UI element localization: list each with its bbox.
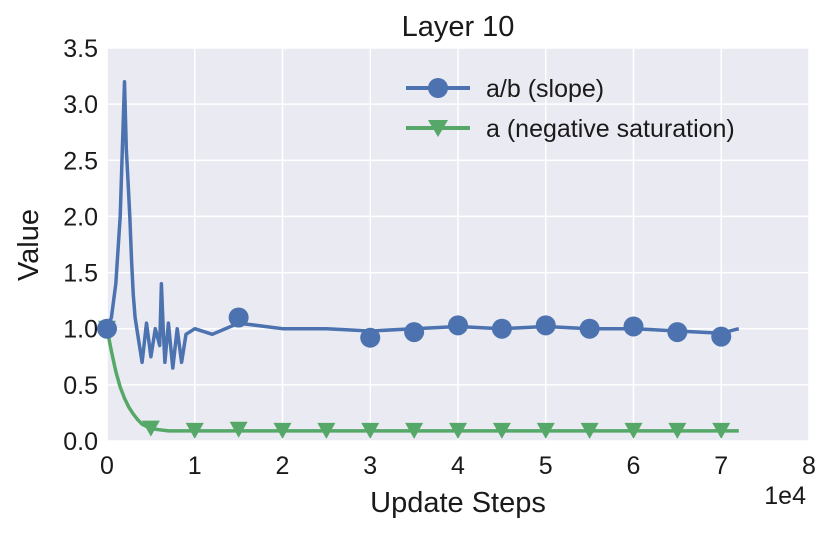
data-point-saturation (580, 422, 599, 439)
y-tick-label: 0.5 (63, 372, 98, 400)
data-point-slope (711, 326, 732, 347)
x-tick-label: 4 (451, 452, 465, 480)
x-tick-label: 0 (100, 452, 114, 480)
y-tick-label: 3.0 (63, 91, 98, 119)
x-axis-label: Update Steps (370, 487, 546, 519)
data-point-slope (579, 318, 600, 339)
y-axis-label: Value (13, 209, 45, 281)
data-point-saturation (624, 422, 643, 439)
data-point-slope (97, 318, 117, 339)
series-slope (97, 79, 740, 370)
data-point-slope (623, 316, 644, 337)
legend-label-slope: a/b (slope) (486, 75, 604, 103)
data-point-saturation (492, 422, 511, 439)
data-point-slope (667, 322, 688, 343)
x-axis-offset-label: 1e4 (764, 482, 806, 510)
y-tick-labels: 0.0 0.5 1.0 1.5 2.0 2.5 3.0 3.5 (63, 35, 98, 456)
data-point-saturation (668, 422, 687, 439)
data-point-slope (360, 327, 381, 348)
y-tick-label: 1.0 (63, 316, 98, 344)
data-point-slope (535, 315, 556, 336)
data-point-saturation (405, 422, 424, 439)
series-line-slope (105, 79, 740, 370)
legend-marker-saturation (428, 120, 448, 137)
y-tick-label: 0.0 (63, 428, 98, 456)
legend-entry-slope: a/b (slope) (406, 75, 604, 103)
legend: a/b (slope) a (negative saturation) (406, 75, 735, 143)
legend-marker-slope (428, 78, 448, 98)
y-tick-label: 2.5 (63, 147, 98, 175)
data-point-saturation (141, 420, 160, 437)
data-point-saturation (229, 421, 248, 438)
y-tick-label: 3.5 (63, 35, 98, 63)
y-tick-label: 1.5 (63, 260, 98, 288)
x-tick-label: 2 (276, 452, 290, 480)
data-point-saturation (449, 422, 467, 439)
data-point-saturation (712, 422, 731, 439)
x-tick-label: 8 (802, 452, 816, 480)
data-point-saturation (361, 422, 380, 439)
y-tick-label: 2.0 (63, 203, 98, 231)
data-point-slope (404, 322, 425, 343)
data-point-saturation (317, 422, 336, 439)
data-point-slope (491, 318, 512, 339)
data-point-saturation (536, 422, 555, 439)
gridlines (106, 47, 810, 442)
x-tick-labels: 0 1 2 3 4 5 6 7 8 (100, 452, 816, 480)
x-tick-label: 3 (363, 452, 377, 480)
data-point-slope (228, 307, 249, 328)
data-point-slope (448, 315, 468, 336)
legend-entry-saturation: a (negative saturation) (406, 115, 735, 143)
data-point-saturation (273, 422, 292, 439)
x-tick-label: 7 (714, 452, 728, 480)
chart-title: Layer 10 (402, 11, 515, 43)
legend-label-saturation: a (negative saturation) (486, 115, 735, 143)
x-tick-label: 6 (627, 452, 641, 480)
x-tick-label: 1 (188, 452, 202, 480)
x-tick-label: 5 (539, 452, 553, 480)
data-point-saturation (185, 422, 204, 439)
series-layer (97, 79, 740, 439)
